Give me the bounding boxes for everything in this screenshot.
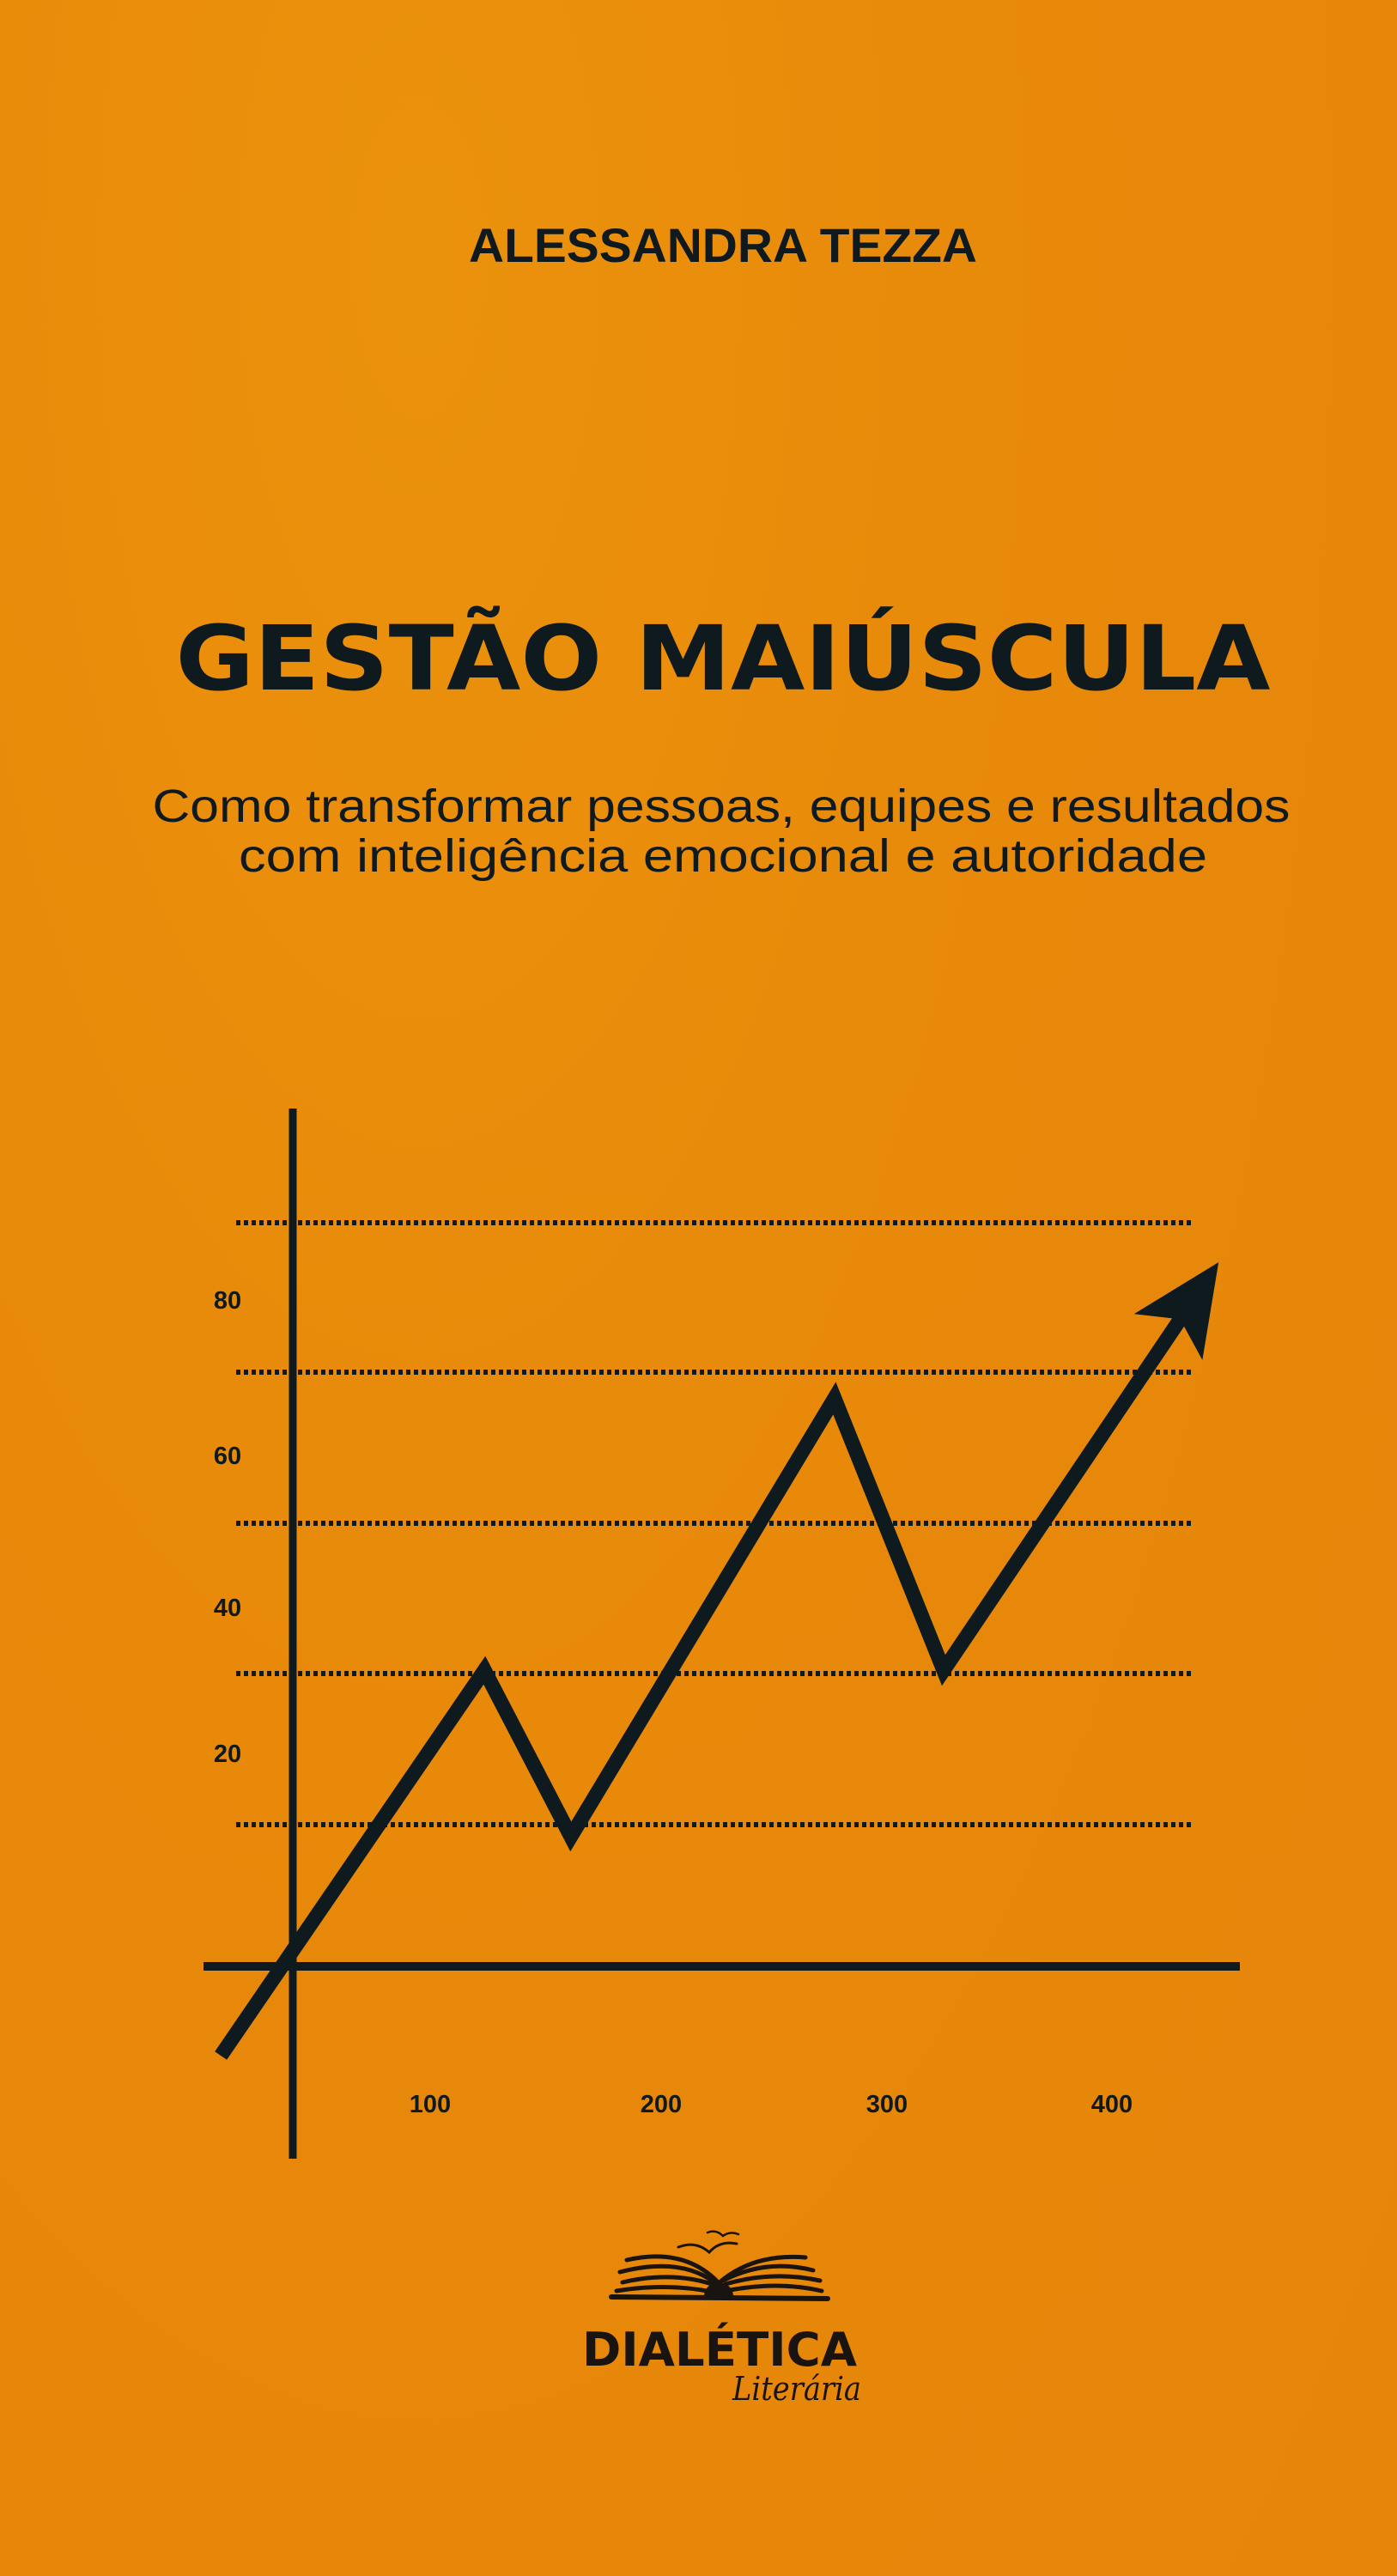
series-line-group: [215, 1262, 1219, 2060]
publisher-logo: DIALÉTICA Literária: [582, 2230, 861, 2408]
x-tick-label: 300: [866, 2091, 908, 2118]
author-name: ALESSANDRA TEZZA: [469, 218, 977, 272]
series-line: [215, 1315, 1187, 2060]
subtitle-line-2: com inteligência emocional e autoridade: [239, 830, 1207, 882]
x-tick-label: 200: [641, 2091, 682, 2118]
y-tick-label: 60: [214, 1443, 241, 1470]
subtitle-line-1: Como transformar pessoas, equipes e resu…: [153, 781, 1291, 832]
y-tick-label: 80: [214, 1287, 241, 1315]
book-title: GESTÃO MAIÚSCULA: [176, 606, 1271, 711]
y-tick-label: 40: [214, 1595, 241, 1622]
arrow-head-icon: [1133, 1262, 1219, 1360]
x-tick-label: 400: [1091, 2091, 1133, 2118]
open-book-with-birds-icon: [609, 2230, 830, 2301]
publisher-name: DIALÉTICA: [582, 2323, 857, 2377]
y-tick-label: 20: [214, 1741, 241, 1768]
publisher-imprint: Literária: [732, 2370, 861, 2408]
x-tick-label: 100: [410, 2091, 451, 2118]
chart: 80 60 40 20 100 200 300 400: [203, 1109, 1240, 2159]
